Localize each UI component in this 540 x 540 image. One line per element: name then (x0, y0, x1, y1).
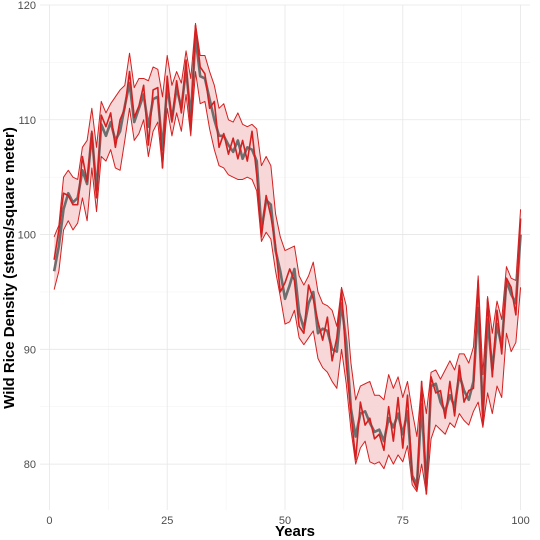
x-axis-ticks: 0 25 50 75 100 (46, 515, 529, 527)
x-tick-label: 0 (46, 515, 52, 527)
x-axis-title: Years (275, 523, 315, 540)
y-tick-label: 120 (18, 0, 36, 12)
confidence-band (54, 23, 521, 494)
observed-line (53, 24, 522, 495)
y-tick-label: 110 (18, 115, 36, 127)
y-axis-ticks: 80 90 100 110 120 (18, 0, 36, 471)
x-tick-label: 100 (511, 515, 529, 527)
x-tick-label: 50 (279, 515, 291, 527)
y-tick-label: 90 (24, 344, 36, 356)
y-tick-label: 100 (18, 230, 36, 242)
series-lines (52, 22, 522, 495)
y-axis-title: Wild Rice Density (stems/square meter) (1, 127, 18, 409)
x-tick-label: 25 (161, 515, 173, 527)
x-tick-label: 75 (397, 515, 409, 527)
y-tick-label: 80 (24, 459, 36, 471)
lower-bound-line (53, 71, 522, 495)
upper-bound-line (53, 22, 522, 438)
confidence-band-fill (54, 23, 521, 494)
